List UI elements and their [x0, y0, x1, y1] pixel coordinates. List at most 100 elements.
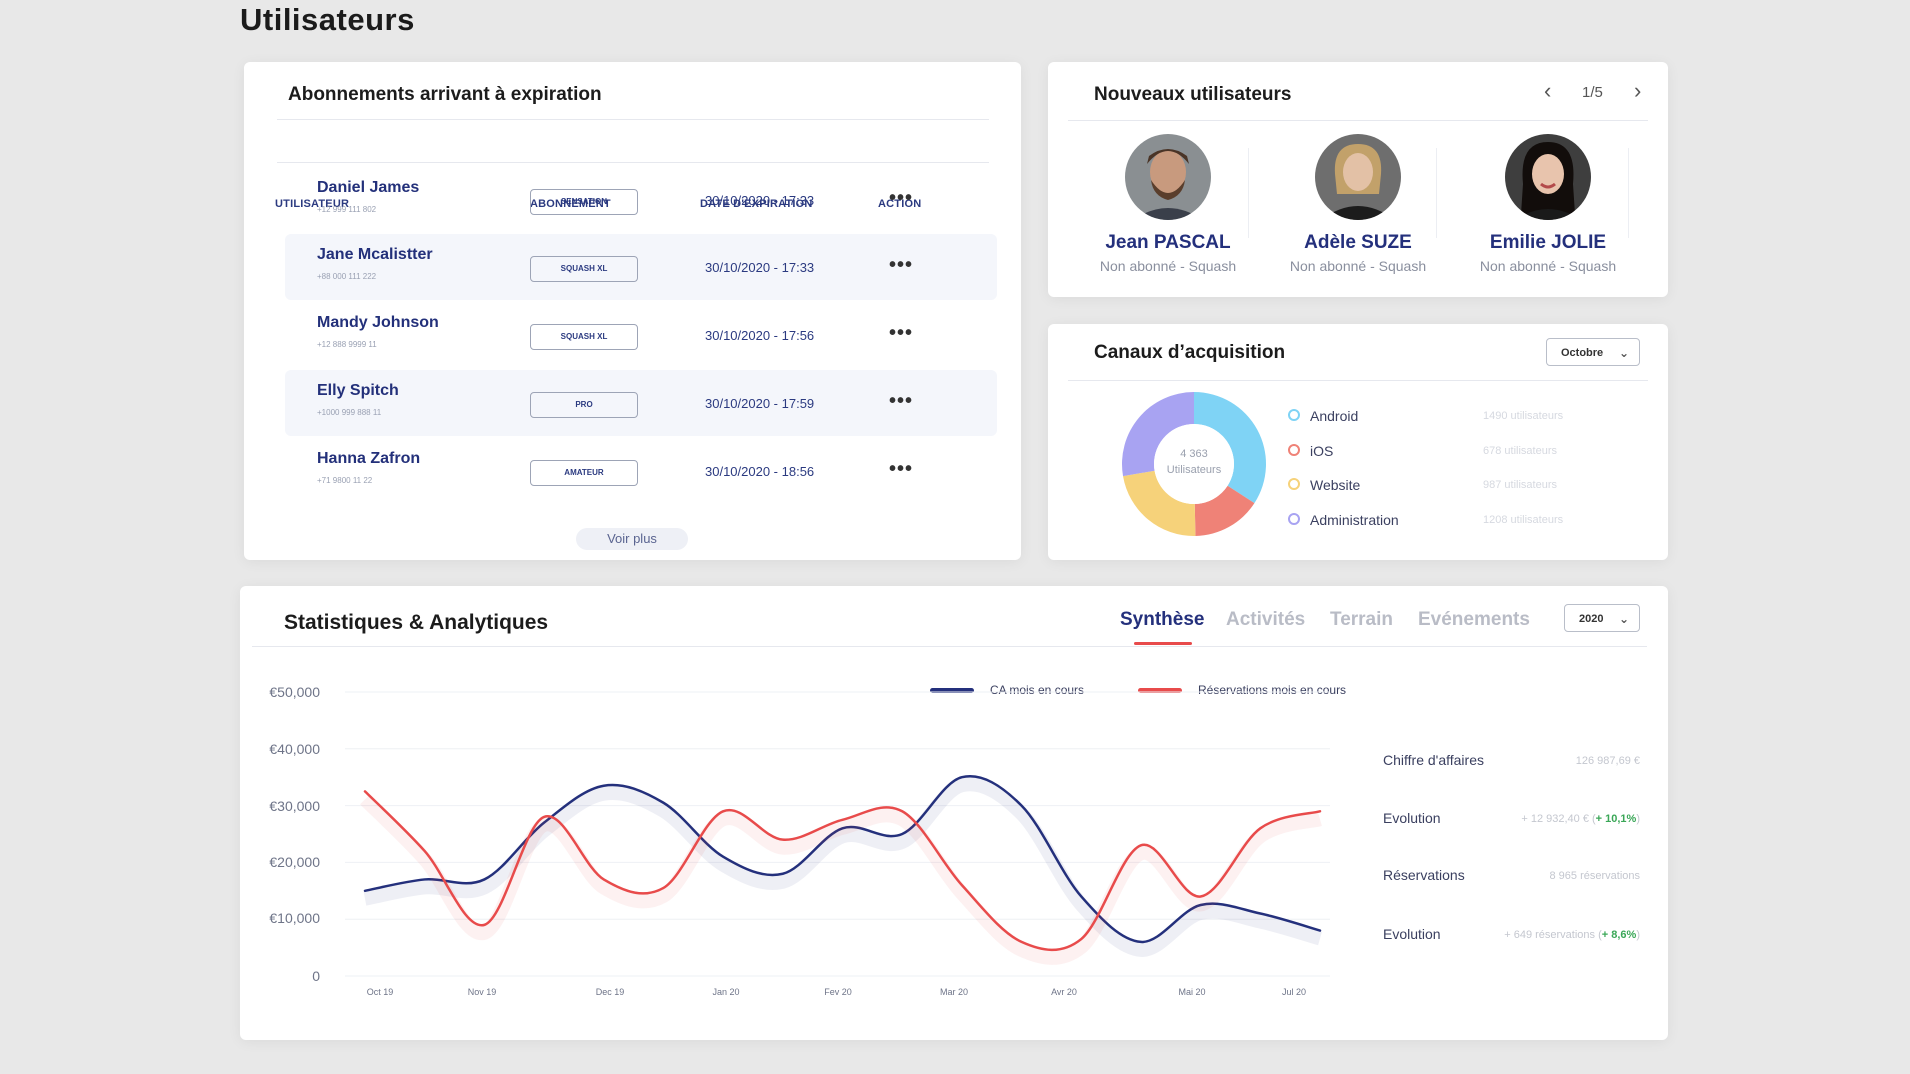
stat-label: Chiffre d'affaires: [1383, 752, 1484, 768]
stat-value-text: 126 987,69 €: [1575, 755, 1640, 767]
user-card[interactable]: Emilie JOLIE Non abonné - Squash: [1468, 134, 1628, 274]
tab-terrain[interactable]: Terrain: [1330, 609, 1394, 630]
divider: [1436, 148, 1437, 238]
stat-value-text: 8 965 réservations: [1549, 870, 1641, 882]
see-more-button[interactable]: Voir plus: [576, 528, 688, 550]
donut-slice-administration[interactable]: [1122, 392, 1194, 477]
stat-value-close: ): [1636, 813, 1640, 825]
website-ring-icon: [1288, 478, 1300, 490]
stats-card: Statistiques & Analytiques Synthèse Acti…: [240, 586, 1668, 1040]
more-actions-icon[interactable]: •••: [889, 254, 914, 276]
tab-evenements[interactable]: Evénements: [1418, 609, 1530, 630]
user-name[interactable]: Adèle SUZE: [1304, 232, 1412, 253]
y-tick-label: €40,000: [269, 741, 320, 757]
series-line-ca[interactable]: [363, 775, 1322, 944]
legend-reservations-label: Réservations mois en cours: [1198, 683, 1347, 697]
channel-name: Android: [1310, 408, 1359, 424]
avatar[interactable]: [1505, 134, 1591, 220]
more-actions-icon[interactable]: •••: [889, 322, 914, 344]
x-tick-label: Avr 20: [1051, 987, 1077, 997]
table-row[interactable]: Mandy Johnson +12 888 9999 11 SQUASH XL …: [285, 302, 997, 368]
table-row[interactable]: Jane Mcalistter +88 000 111 222 SQUASH X…: [285, 234, 997, 300]
stat-value-close: ): [1636, 929, 1640, 941]
user-name[interactable]: Elly Spitch: [317, 382, 399, 399]
divider: [1068, 120, 1648, 121]
chevron-down-icon: ⌄: [1618, 612, 1629, 626]
channel-name: Administration: [1310, 512, 1399, 528]
series-shadow: [363, 777, 1322, 957]
avatar[interactable]: [1315, 134, 1401, 220]
tab-activites[interactable]: Activités: [1226, 609, 1306, 630]
user-name[interactable]: Mandy Johnson: [317, 314, 439, 331]
stat-value-text: + 649 réservations (: [1504, 929, 1602, 941]
donut-slice-ios[interactable]: [1194, 485, 1255, 536]
tab-synthese[interactable]: Synthèse: [1120, 609, 1205, 630]
more-actions-icon[interactable]: •••: [889, 390, 914, 412]
x-tick-label: Jul 20: [1281, 987, 1307, 997]
expiration-date: 30/10/2020 - 17:33: [705, 193, 815, 208]
y-tick-label: 0: [312, 968, 320, 984]
x-tick-label: Nov 19: [467, 987, 497, 997]
pager-next-icon[interactable]: ›: [1634, 78, 1642, 103]
user-name[interactable]: Jane Mcalistter: [317, 246, 433, 263]
legend-ca-line: [930, 688, 974, 693]
x-tick-label: Dec 19: [595, 987, 625, 997]
legend-reservations-line: [1138, 688, 1182, 693]
series-line-reservations[interactable]: [363, 790, 1322, 952]
user-status: Non abonné - Squash: [1289, 258, 1427, 274]
channel-name: iOS: [1310, 443, 1334, 459]
y-tick-label: €30,000: [269, 798, 320, 814]
column-header-user: UTILISATEUR: [275, 198, 350, 210]
legend-website[interactable]: Website: [1288, 477, 1360, 493]
donut-slice-android[interactable]: [1194, 392, 1266, 504]
administration-ring-icon: [1288, 513, 1300, 525]
channel-count: 678 utilisateurs: [1483, 445, 1557, 457]
more-actions-icon[interactable]: •••: [889, 458, 914, 480]
legend-ca-label: CA mois en cours: [990, 683, 1085, 697]
legend-android[interactable]: Android: [1288, 408, 1359, 424]
user-status: Non abonné - Squash: [1099, 258, 1237, 274]
user-name[interactable]: Emilie JOLIE: [1489, 232, 1607, 253]
user-phone: +1000 999 888 11: [317, 408, 382, 417]
table-row[interactable]: Daniel James +12 999 111 802 SENSATION 3…: [285, 167, 997, 233]
donut-slice-website[interactable]: [1123, 470, 1196, 536]
stat-value: + 649 réservations (+ 8,6%): [1504, 929, 1640, 941]
expiration-date: 30/10/2020 - 17:56: [705, 328, 815, 343]
stat-label: Evolution: [1383, 810, 1441, 826]
legend-administration[interactable]: Administration: [1288, 512, 1399, 528]
user-name[interactable]: Jean PASCAL: [1105, 232, 1231, 253]
divider: [1068, 380, 1648, 381]
user-name[interactable]: Hanna Zafron: [317, 450, 421, 467]
more-actions-icon[interactable]: •••: [889, 187, 914, 209]
x-tick-label: Jan 20: [712, 987, 740, 997]
stat-value-text: + 12 932,40 € (: [1521, 813, 1596, 825]
user-card[interactable]: Jean PASCAL Non abonné - Squash: [1088, 134, 1248, 274]
pager-prev-icon[interactable]: ‹: [1544, 78, 1552, 103]
plan-badge: AMATEUR: [530, 460, 638, 486]
stat-growth: + 8,6%: [1601, 929, 1637, 941]
channel-count: 1208 utilisateurs: [1483, 514, 1564, 526]
donut-chart: [1122, 392, 1266, 536]
user-card[interactable]: Adèle SUZE Non abonné - Squash: [1278, 134, 1438, 274]
user-name[interactable]: Daniel James: [317, 179, 420, 196]
new-users-card: Nouveaux utilisateurs ‹ 1/5 › Jean PASCA…: [1048, 62, 1668, 297]
column-header-action: ACTION: [878, 198, 922, 210]
page-title: Utilisateurs: [240, 2, 415, 37]
user-phone: +71 9800 11 22: [317, 476, 373, 485]
table-row[interactable]: Hanna Zafron +71 9800 11 22 AMATEUR 30/1…: [285, 438, 997, 504]
active-tab-indicator: [1134, 642, 1192, 645]
divider: [277, 162, 989, 163]
donut-total-label: Utilisateurs: [1166, 464, 1222, 476]
year-select[interactable]: 2020 ⌄: [1564, 604, 1640, 632]
acquisition-card: Canaux d’acquisition Octobre ⌄ 4 363 Uti…: [1048, 324, 1668, 560]
divider: [1248, 148, 1249, 238]
legend-ios[interactable]: iOS: [1288, 443, 1334, 459]
table-row[interactable]: Elly Spitch +1000 999 888 11 PRO 30/10/2…: [285, 370, 997, 436]
avatar[interactable]: [1125, 134, 1211, 220]
column-header-plan: ABONNEMENT: [530, 198, 611, 210]
x-tick-label: Mai 20: [1178, 987, 1206, 997]
stat-label: Réservations: [1383, 867, 1465, 883]
month-select[interactable]: Octobre ⌄: [1546, 338, 1640, 366]
channel-count: 1490 utilisateurs: [1483, 410, 1564, 422]
plan-badge: SQUASH XL: [530, 256, 638, 282]
